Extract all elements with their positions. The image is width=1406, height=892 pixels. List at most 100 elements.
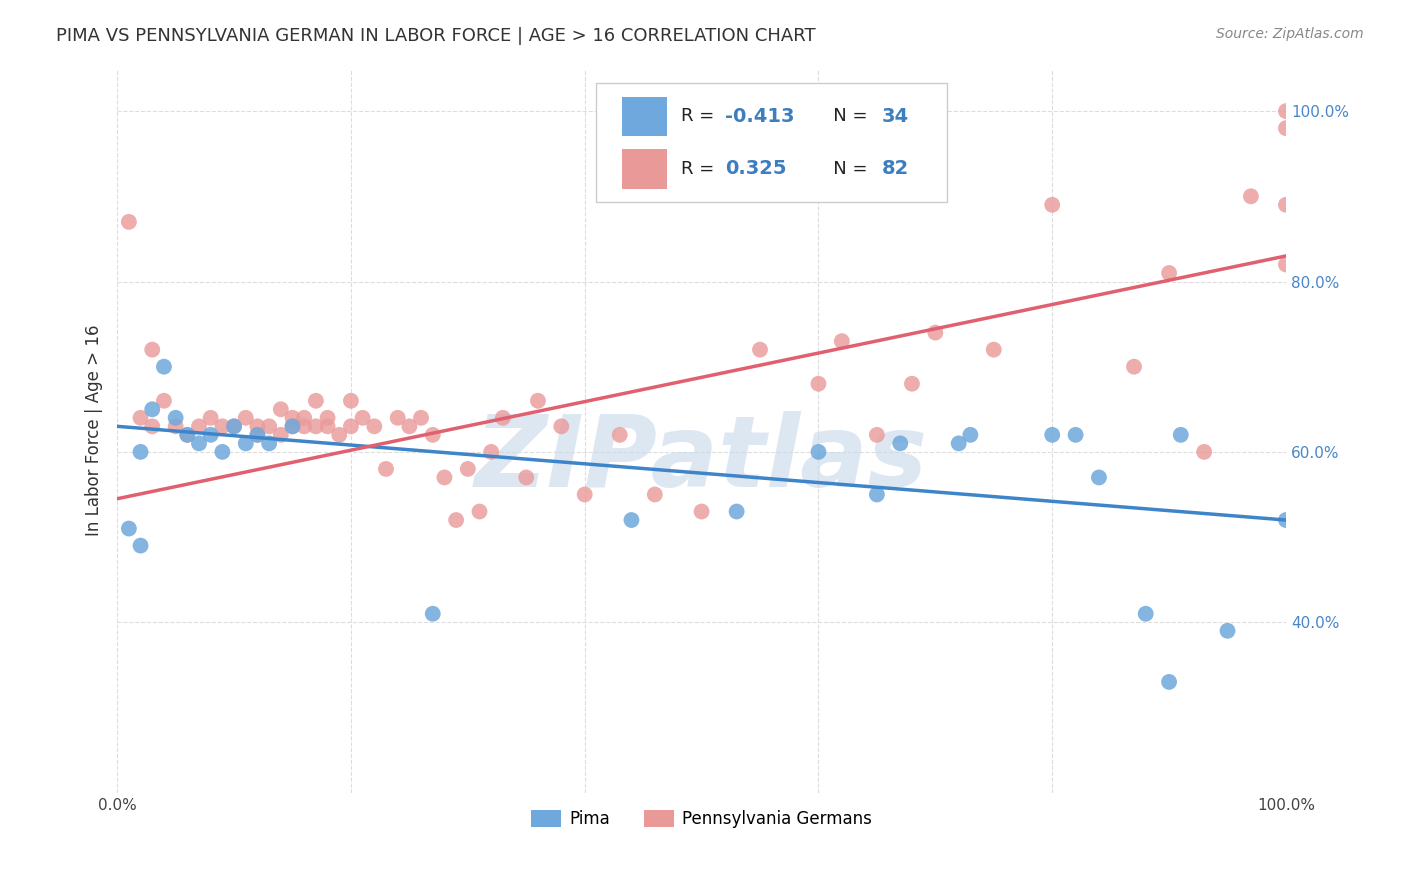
Point xyxy=(1275,257,1298,271)
Point xyxy=(270,427,292,442)
Point xyxy=(644,487,666,501)
Point xyxy=(422,607,444,621)
Point xyxy=(831,334,853,348)
Text: R =: R = xyxy=(681,108,720,126)
Point xyxy=(1123,359,1146,374)
Point xyxy=(328,427,350,442)
Text: R =: R = xyxy=(681,160,720,178)
Point xyxy=(398,419,420,434)
Point xyxy=(1040,427,1063,442)
Point xyxy=(305,419,328,434)
Point xyxy=(901,376,924,391)
Point xyxy=(1275,513,1298,527)
Text: PIMA VS PENNSYLVANIA GERMAN IN LABOR FORCE | AGE > 16 CORRELATION CHART: PIMA VS PENNSYLVANIA GERMAN IN LABOR FOR… xyxy=(56,27,815,45)
Point xyxy=(316,410,339,425)
Point xyxy=(141,343,163,357)
Point xyxy=(866,427,889,442)
Point xyxy=(235,410,257,425)
Point xyxy=(1040,198,1063,212)
Point xyxy=(188,419,211,434)
Point xyxy=(129,410,152,425)
Point xyxy=(270,402,292,417)
Point xyxy=(246,419,269,434)
Point xyxy=(690,504,713,518)
Text: N =: N = xyxy=(815,108,873,126)
Point xyxy=(292,419,315,434)
Point xyxy=(807,376,830,391)
Text: ZIPatlas: ZIPatlas xyxy=(475,411,928,508)
Point xyxy=(479,445,502,459)
Y-axis label: In Labor Force | Age > 16: In Labor Force | Age > 16 xyxy=(86,325,103,536)
Point xyxy=(409,410,432,425)
Point xyxy=(222,419,245,434)
Point xyxy=(457,462,479,476)
Point xyxy=(281,410,304,425)
Point xyxy=(468,504,491,518)
Point xyxy=(118,522,141,536)
Point xyxy=(316,419,339,434)
Point xyxy=(866,487,889,501)
Point xyxy=(422,427,444,442)
Point xyxy=(176,427,198,442)
Point xyxy=(129,445,152,459)
Point xyxy=(1157,674,1180,689)
Point xyxy=(433,470,456,484)
Text: 34: 34 xyxy=(882,107,908,126)
Point xyxy=(200,410,222,425)
Point xyxy=(1135,607,1157,621)
Point xyxy=(257,436,280,450)
Point xyxy=(211,445,233,459)
Text: 82: 82 xyxy=(882,160,908,178)
Text: 0.325: 0.325 xyxy=(725,160,786,178)
Point xyxy=(959,427,981,442)
Point xyxy=(492,410,515,425)
Point xyxy=(165,410,187,425)
Point xyxy=(948,436,970,450)
FancyBboxPatch shape xyxy=(596,83,948,202)
Point xyxy=(188,436,211,450)
Point xyxy=(305,393,328,408)
Point xyxy=(340,419,363,434)
Point xyxy=(983,343,1005,357)
Point xyxy=(444,513,467,527)
Text: N =: N = xyxy=(815,160,873,178)
Point xyxy=(550,419,572,434)
Point xyxy=(211,419,233,434)
Point xyxy=(387,410,409,425)
Bar xyxy=(621,149,666,189)
Point xyxy=(153,359,176,374)
Point xyxy=(1275,121,1298,136)
Text: -0.413: -0.413 xyxy=(725,107,794,126)
Point xyxy=(118,215,141,229)
Point xyxy=(200,427,222,442)
Point xyxy=(176,427,198,442)
Point xyxy=(141,419,163,434)
Point xyxy=(609,427,631,442)
Point xyxy=(527,393,550,408)
Point xyxy=(1216,624,1239,638)
Point xyxy=(352,410,374,425)
Point xyxy=(1088,470,1111,484)
Point xyxy=(153,393,176,408)
Point xyxy=(129,539,152,553)
Point xyxy=(1275,198,1298,212)
Point xyxy=(889,436,911,450)
Legend: Pima, Pennsylvania Germans: Pima, Pennsylvania Germans xyxy=(524,804,879,835)
Point xyxy=(292,410,315,425)
Bar xyxy=(621,96,666,136)
Point xyxy=(222,419,245,434)
Point xyxy=(725,504,748,518)
Point xyxy=(235,436,257,450)
Point xyxy=(1192,445,1215,459)
Point xyxy=(141,402,163,417)
Point xyxy=(1157,266,1180,280)
Point xyxy=(620,513,643,527)
Point xyxy=(1170,427,1192,442)
Point xyxy=(281,419,304,434)
Point xyxy=(1240,189,1263,203)
Point xyxy=(363,419,385,434)
Point xyxy=(574,487,596,501)
Point xyxy=(246,427,269,442)
Point xyxy=(515,470,537,484)
Point xyxy=(1064,427,1087,442)
